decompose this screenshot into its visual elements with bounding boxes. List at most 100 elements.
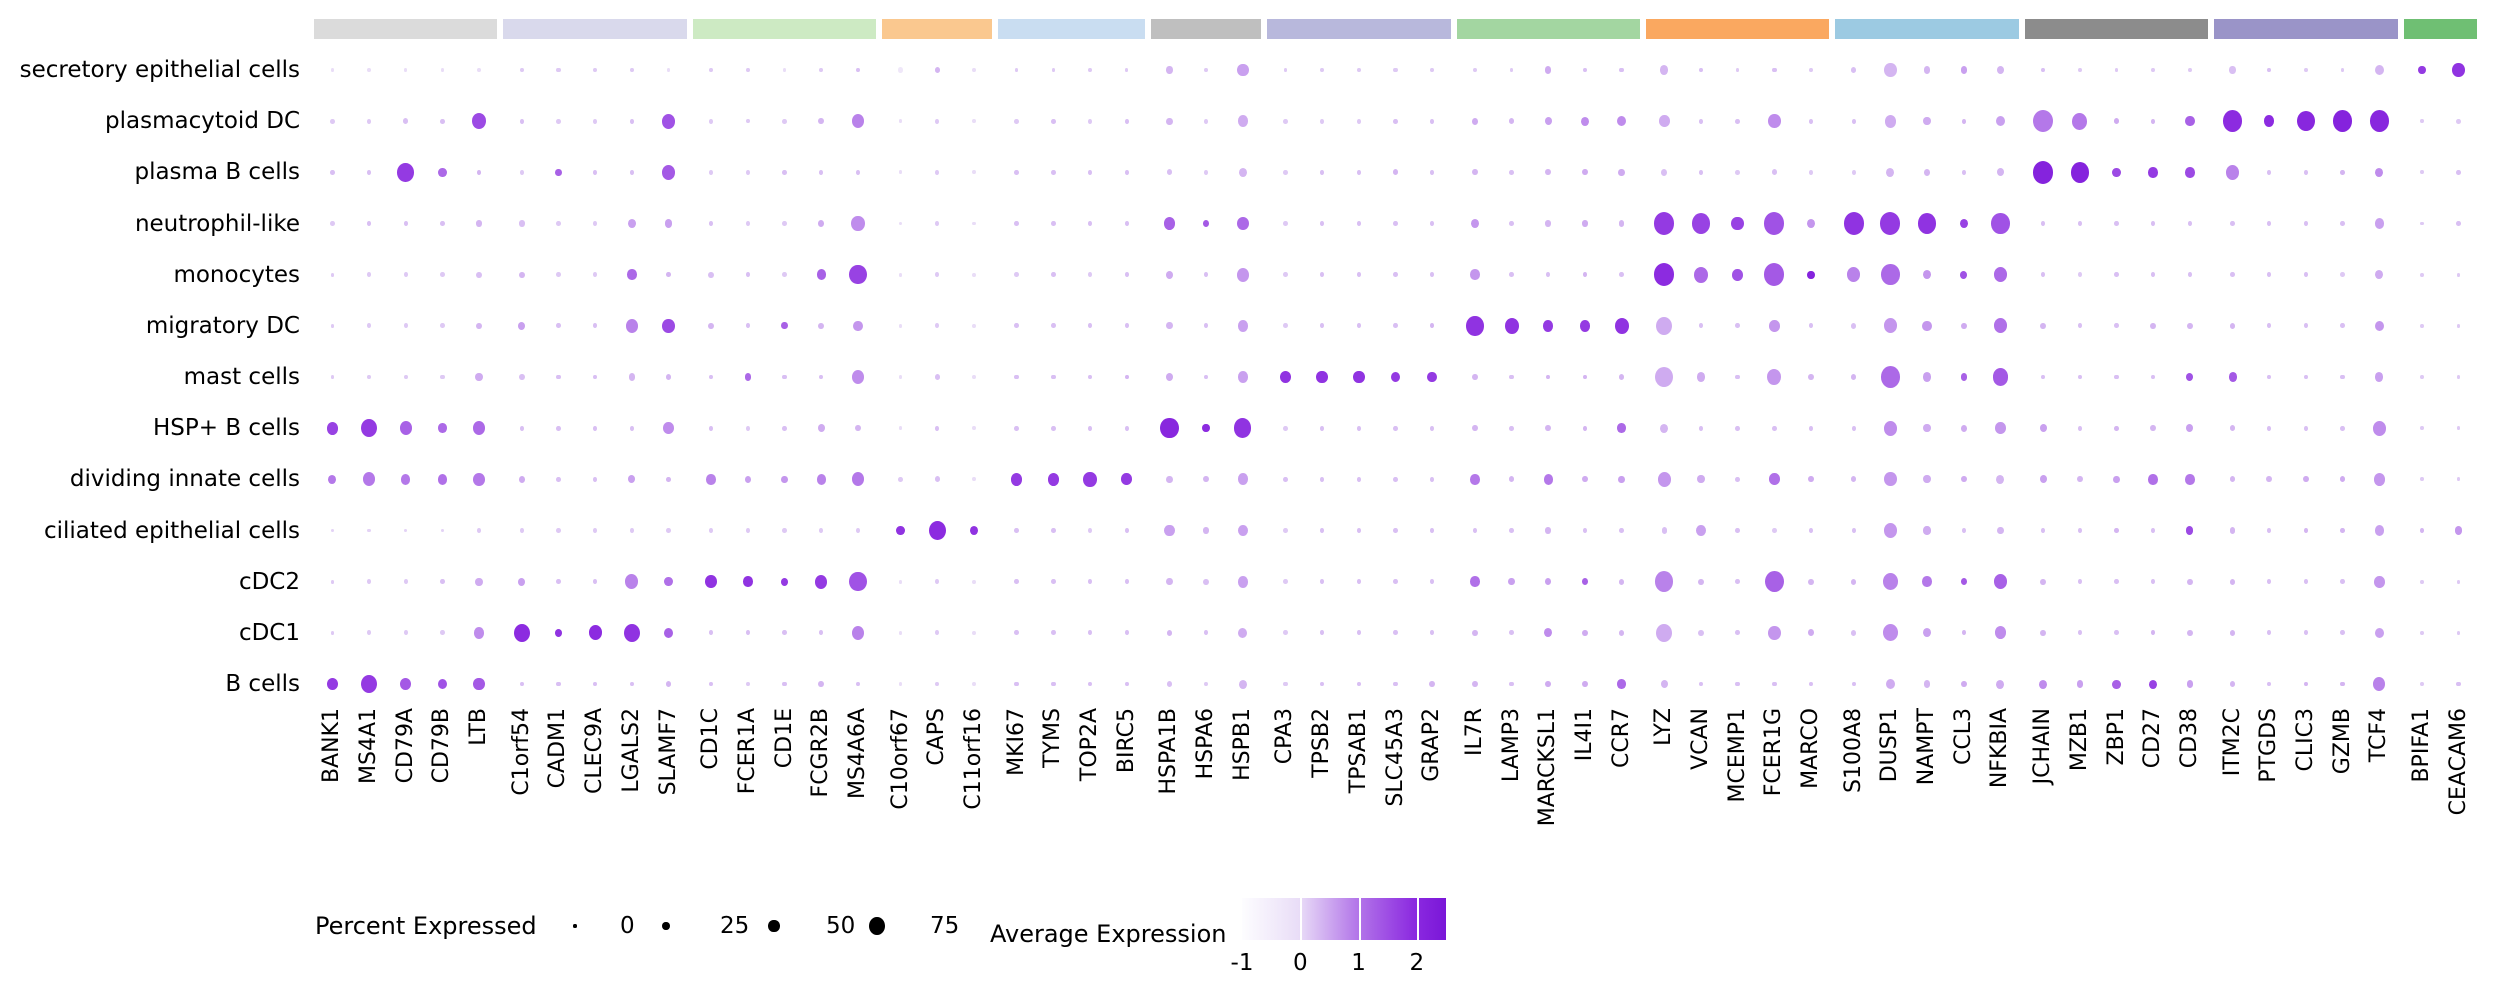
expression-dot [513, 623, 530, 643]
expression-dot [556, 323, 561, 329]
expression-dot [666, 528, 671, 533]
expression-dot [2420, 221, 2424, 226]
expression-dot [1698, 578, 1704, 585]
row-label-cell-type: cDC2 [238, 568, 300, 595]
gene-group-bar [1151, 19, 1262, 39]
expression-dot [816, 474, 826, 485]
expression-dot [1088, 68, 1092, 72]
expression-dot [519, 118, 524, 124]
expression-dot [1851, 425, 1856, 431]
expression-dot [1546, 272, 1551, 278]
expression-dot [440, 579, 445, 585]
expression-dot [2077, 476, 2083, 483]
expression-dot [2113, 118, 2120, 125]
expression-dot [1546, 374, 1551, 380]
expression-dot [745, 681, 751, 687]
expression-dot [1356, 476, 1361, 482]
gene-group-bar [2024, 19, 2209, 39]
expression-dot [1768, 625, 1781, 640]
expression-dot [2456, 375, 2461, 379]
expression-dot [2455, 526, 2463, 535]
expression-dot [2456, 221, 2461, 226]
expression-dot [1014, 68, 1019, 72]
expression-dot [592, 425, 598, 431]
expression-dot [1850, 629, 1857, 636]
expression-dot [851, 216, 865, 231]
expression-dot [1356, 528, 1361, 533]
expression-dot [1997, 526, 2004, 535]
expression-dot [1014, 528, 1019, 533]
expression-dot [1471, 117, 1479, 125]
expression-dot [2303, 579, 2309, 585]
expression-dot [972, 579, 976, 584]
expression-dot [2456, 630, 2461, 635]
expression-dot [1772, 681, 1777, 687]
expression-dot [2151, 118, 2156, 124]
expression-dot [2040, 629, 2046, 636]
expression-dot [1735, 476, 1740, 482]
expression-dot [1619, 272, 1624, 278]
expression-dot [1850, 322, 1857, 329]
expression-dot [2151, 630, 2156, 636]
expression-dot [402, 118, 409, 125]
expression-dot [746, 119, 750, 124]
expression-dot [1764, 570, 1784, 593]
expression-dot [1087, 630, 1093, 636]
expression-dot [1051, 221, 1056, 226]
expression-dot [1283, 476, 1288, 482]
expression-dot [818, 118, 824, 125]
expression-dot [2374, 575, 2385, 588]
expression-dot [473, 677, 485, 691]
expression-dot [1470, 269, 1480, 280]
gene-label: CADM1 [545, 708, 571, 789]
expression-dot [855, 67, 861, 73]
expression-dot [629, 169, 634, 175]
expression-dot [1883, 420, 1897, 436]
expression-dot [2420, 477, 2424, 482]
expression-dot [399, 421, 412, 436]
expression-dot [1617, 423, 1626, 433]
expression-dot [1087, 681, 1093, 687]
expression-dot [1993, 318, 2008, 334]
expression-dot [1698, 118, 1704, 124]
expression-dot [1923, 628, 1932, 638]
expression-dot [1124, 681, 1129, 687]
expression-dot [1808, 476, 1814, 483]
expression-dot [519, 528, 524, 533]
expression-dot [972, 221, 976, 226]
expression-dot [2187, 221, 2193, 226]
expression-dot [1994, 626, 2007, 640]
expression-dot [1806, 218, 1816, 229]
expression-dot [819, 169, 824, 175]
expression-dot [1619, 67, 1624, 73]
expression-dot [2114, 579, 2119, 585]
expression-dot [972, 630, 976, 635]
expression-dot [898, 426, 903, 431]
expression-dot [592, 476, 598, 482]
expression-dot [2340, 68, 2345, 72]
expression-dot [554, 628, 563, 637]
expression-dot [1051, 425, 1056, 431]
expression-dot [1430, 476, 1435, 482]
expression-dot [898, 221, 903, 226]
gene-label: NFKBIA [1987, 708, 2013, 789]
expression-dot [972, 119, 976, 124]
expression-dot [1545, 425, 1551, 432]
expression-dot [709, 425, 714, 431]
expression-dot [1356, 323, 1361, 329]
expression-dot [2267, 374, 2272, 380]
expression-dot [1283, 681, 1288, 687]
expression-dot [1509, 630, 1514, 636]
expression-dot [1545, 527, 1551, 534]
expression-dot [855, 425, 861, 432]
expression-dot [1051, 528, 1056, 533]
expression-dot [898, 476, 903, 482]
expression-dot [1124, 579, 1129, 585]
expression-dot [1165, 372, 1174, 382]
row-label-cell-type: plasma B cells [134, 159, 300, 186]
expression-dot [330, 221, 335, 226]
expression-dot [1886, 167, 1895, 177]
expression-dot [896, 525, 905, 536]
gene-label: CD1E [771, 708, 797, 769]
expression-dot [2151, 579, 2156, 585]
